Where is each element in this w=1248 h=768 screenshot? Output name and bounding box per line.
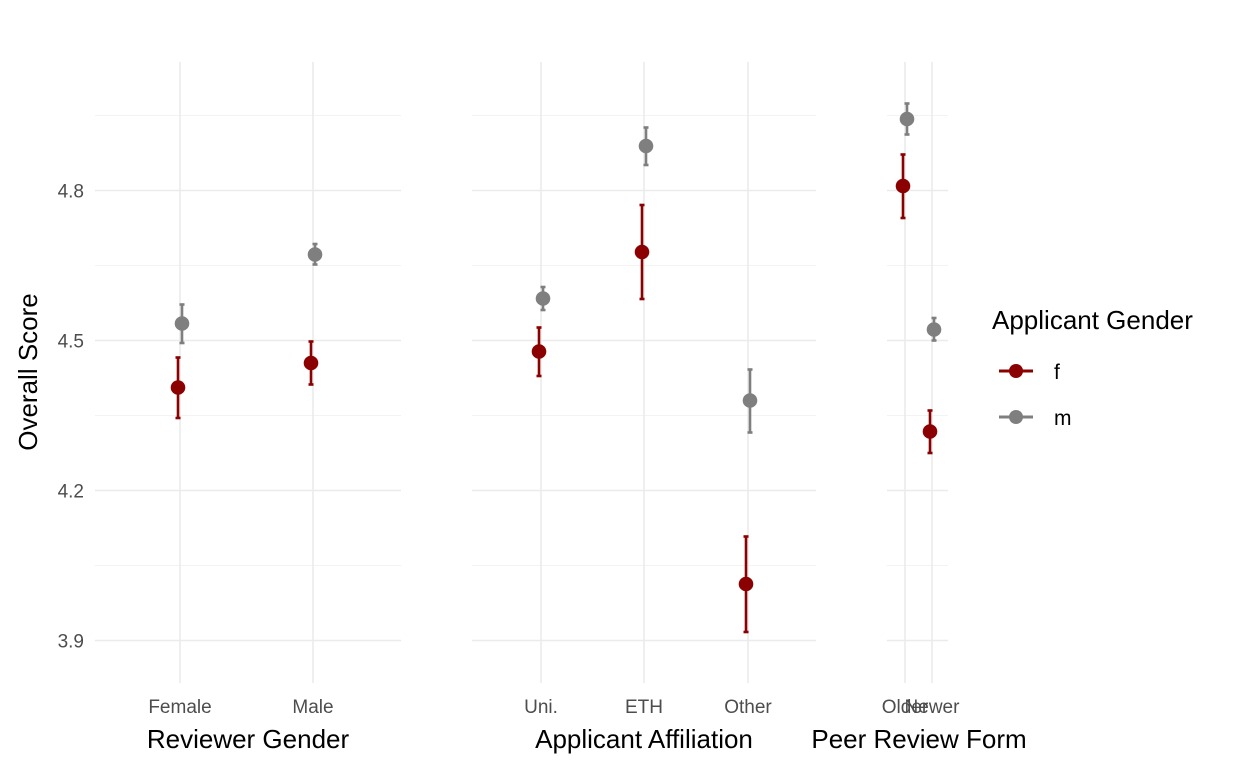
legend-key-m <box>999 410 1033 424</box>
point-f <box>170 380 186 395</box>
point-f <box>738 576 754 592</box>
point-f <box>531 344 547 359</box>
grid-layer <box>95 62 948 683</box>
point-m <box>926 322 942 337</box>
legend-key-f-point <box>1009 364 1023 378</box>
legend-label-m: m <box>1054 407 1072 430</box>
x-tick-label: Female <box>148 697 211 718</box>
legend-key-f <box>999 364 1033 378</box>
x-tick-label: Older <box>882 697 929 718</box>
point-f <box>922 424 938 439</box>
point-m <box>174 316 190 331</box>
x-tick-label: Uni. <box>524 697 558 718</box>
point-m <box>535 291 551 306</box>
y-tick-label: 4.8 <box>58 182 84 203</box>
point-f <box>634 244 650 260</box>
x-axis-title-applicant-affiliation: Applicant Affiliation <box>535 724 753 754</box>
point-m <box>638 138 654 154</box>
point-m <box>899 111 915 127</box>
point-f <box>303 355 319 371</box>
x-axis-title-peer-review-form: Peer Review Form <box>811 724 1026 754</box>
x-tick-label: Male <box>292 697 333 718</box>
point-m <box>307 247 323 262</box>
x-tick-label: ETH <box>625 697 663 718</box>
legend-label-f: f <box>1054 361 1060 384</box>
marks-layer <box>170 102 942 634</box>
y-tick-label: 4.2 <box>58 482 84 503</box>
x-tick-label: Other <box>724 697 772 718</box>
x-tick-label: Newer <box>905 697 961 718</box>
point-m <box>742 393 758 408</box>
y-axis: 3.9 4.2 4.5 4.8 <box>58 182 84 653</box>
legend: Applicant Gender f m <box>992 305 1193 430</box>
legend-key-m-point <box>1009 410 1023 424</box>
y-tick-label: 4.5 <box>58 332 84 353</box>
y-axis-title: Overall Score <box>13 293 43 451</box>
x-axis-title-reviewer-gender: Reviewer Gender <box>147 724 350 754</box>
point-f <box>895 178 911 194</box>
y-tick-label: 3.9 <box>58 632 84 653</box>
legend-title: Applicant Gender <box>992 305 1193 335</box>
